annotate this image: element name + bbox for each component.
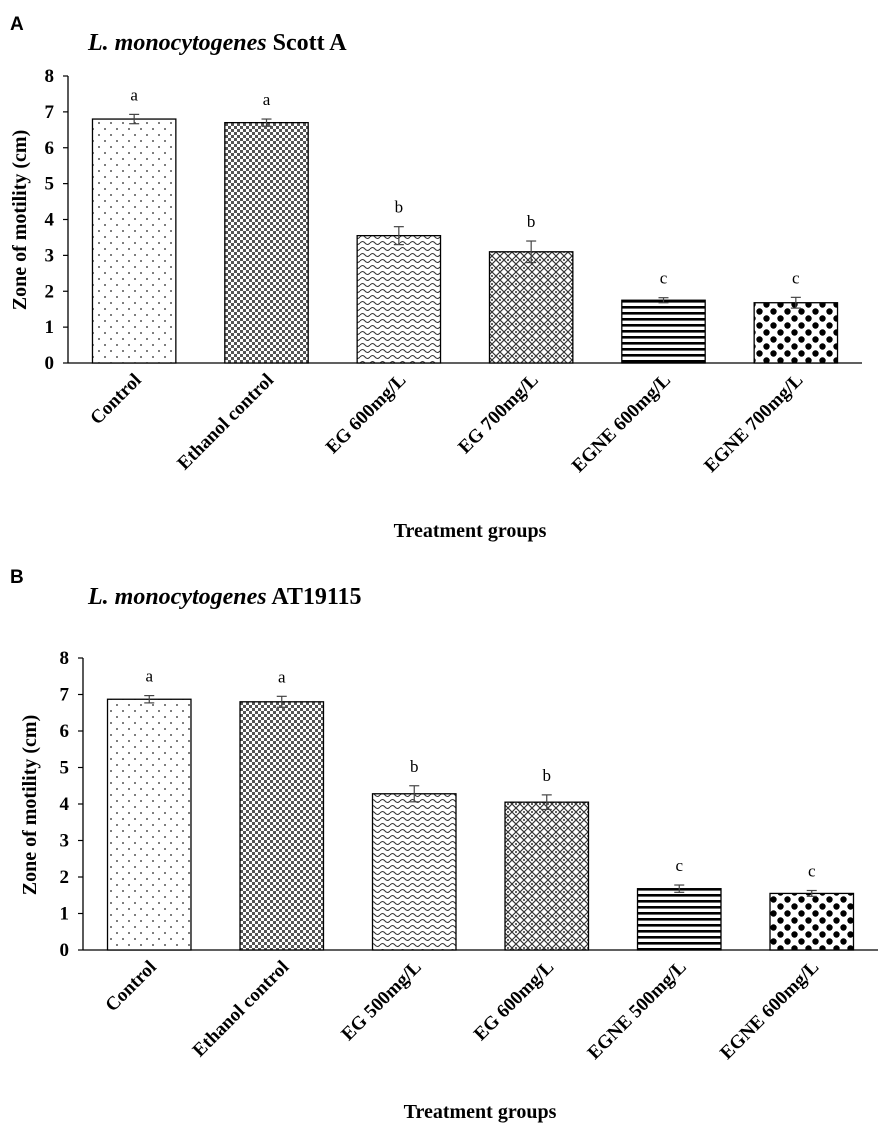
y-tick-label: 4 — [45, 210, 55, 231]
error-bar — [129, 113, 140, 125]
bar — [91, 118, 177, 364]
bar — [488, 251, 574, 364]
y-tick-label: 5 — [60, 758, 70, 779]
significance-label: b — [395, 198, 404, 217]
category-label: EG 700mg/L — [454, 370, 542, 458]
error-bar — [658, 297, 669, 304]
y-tick-label: 0 — [60, 940, 70, 961]
plot-area-a: 0 1 2 3 4 5 6 7 8 a Control a Ethanol control b EG 600… — [45, 66, 862, 477]
panel-letter-a: A — [10, 14, 24, 35]
bar — [621, 299, 706, 364]
error-bar — [541, 794, 552, 811]
bar — [371, 793, 457, 951]
error-bar — [409, 785, 420, 803]
category-label: Control — [101, 957, 160, 1016]
significance-label: b — [543, 766, 552, 785]
y-tick-label: 0 — [45, 353, 55, 374]
category-label: Control — [86, 370, 145, 429]
y-tick-label: 2 — [45, 281, 55, 302]
y-tick-label: 7 — [60, 685, 70, 706]
category-label: EG 600mg/L — [322, 370, 410, 458]
y-axis-label-b: Zone of motility (cm) — [19, 715, 41, 896]
bar — [636, 888, 722, 951]
y-tick-label: 5 — [45, 174, 55, 195]
y-tick-label: 2 — [60, 867, 70, 888]
y-axis-label-a: Zone of motility (cm) — [9, 130, 31, 311]
significance-label: c — [660, 269, 668, 288]
error-bar — [144, 694, 155, 704]
error-bar — [261, 118, 272, 127]
error-bar — [393, 226, 404, 246]
error-bar — [674, 884, 685, 893]
significance-label: a — [263, 90, 271, 109]
chart-title-a: L. monocytogenes Scott A — [87, 30, 347, 56]
category-label: EG 500mg/L — [337, 957, 425, 1045]
chart-title-b: L. monocytogenes AT19115 — [87, 584, 362, 610]
significance-label: b — [410, 757, 419, 776]
y-tick-label: 6 — [60, 721, 70, 742]
bar — [753, 302, 839, 364]
significance-label: c — [808, 862, 816, 881]
error-bar — [790, 296, 801, 309]
category-label: EGNE 500mg/L — [584, 957, 691, 1064]
bar — [356, 234, 442, 364]
bar — [239, 701, 325, 951]
y-tick-label: 7 — [45, 102, 55, 123]
y-tick-label: 3 — [60, 831, 70, 852]
bar — [224, 121, 309, 364]
error-bar — [276, 695, 287, 708]
y-tick-label: 8 — [60, 648, 70, 669]
bar — [504, 801, 590, 951]
category-label: EGNE 600mg/L — [568, 370, 675, 477]
y-tick-label: 4 — [60, 794, 70, 815]
significance-label: b — [527, 212, 536, 231]
y-tick-label: 6 — [45, 138, 55, 159]
panel-b: B L. monocytogenes AT19115 Zone of motil… — [10, 567, 878, 1123]
panel-a: A L. monocytogenes Scott A Zone of motil… — [9, 14, 862, 542]
significance-label: c — [792, 268, 800, 287]
y-tick-label: 1 — [45, 317, 55, 338]
significance-label: a — [145, 667, 153, 686]
category-label: Ethanol control — [173, 370, 278, 475]
category-label: EGNE 700mg/L — [700, 370, 807, 477]
error-bar — [806, 889, 817, 897]
category-label: EGNE 600mg/L — [716, 957, 823, 1064]
bar — [106, 698, 192, 951]
category-label: EG 600mg/L — [470, 957, 558, 1045]
significance-label: c — [675, 856, 683, 875]
x-axis-label-a: Treatment groups — [394, 520, 547, 542]
error-bar — [526, 240, 537, 264]
y-tick-label: 8 — [45, 66, 55, 87]
plot-area-b: 0 1 2 3 4 5 6 7 8 a Control a Ethanol control b EG 500… — [60, 648, 878, 1064]
x-axis-label-b: Treatment groups — [404, 1101, 557, 1123]
category-label: Ethanol control — [189, 957, 294, 1062]
panel-letter-b: B — [10, 567, 24, 588]
bar — [769, 892, 855, 951]
y-tick-label: 3 — [45, 245, 55, 266]
significance-label: a — [278, 667, 286, 686]
y-tick-label: 1 — [60, 904, 70, 925]
significance-label: a — [130, 85, 138, 104]
